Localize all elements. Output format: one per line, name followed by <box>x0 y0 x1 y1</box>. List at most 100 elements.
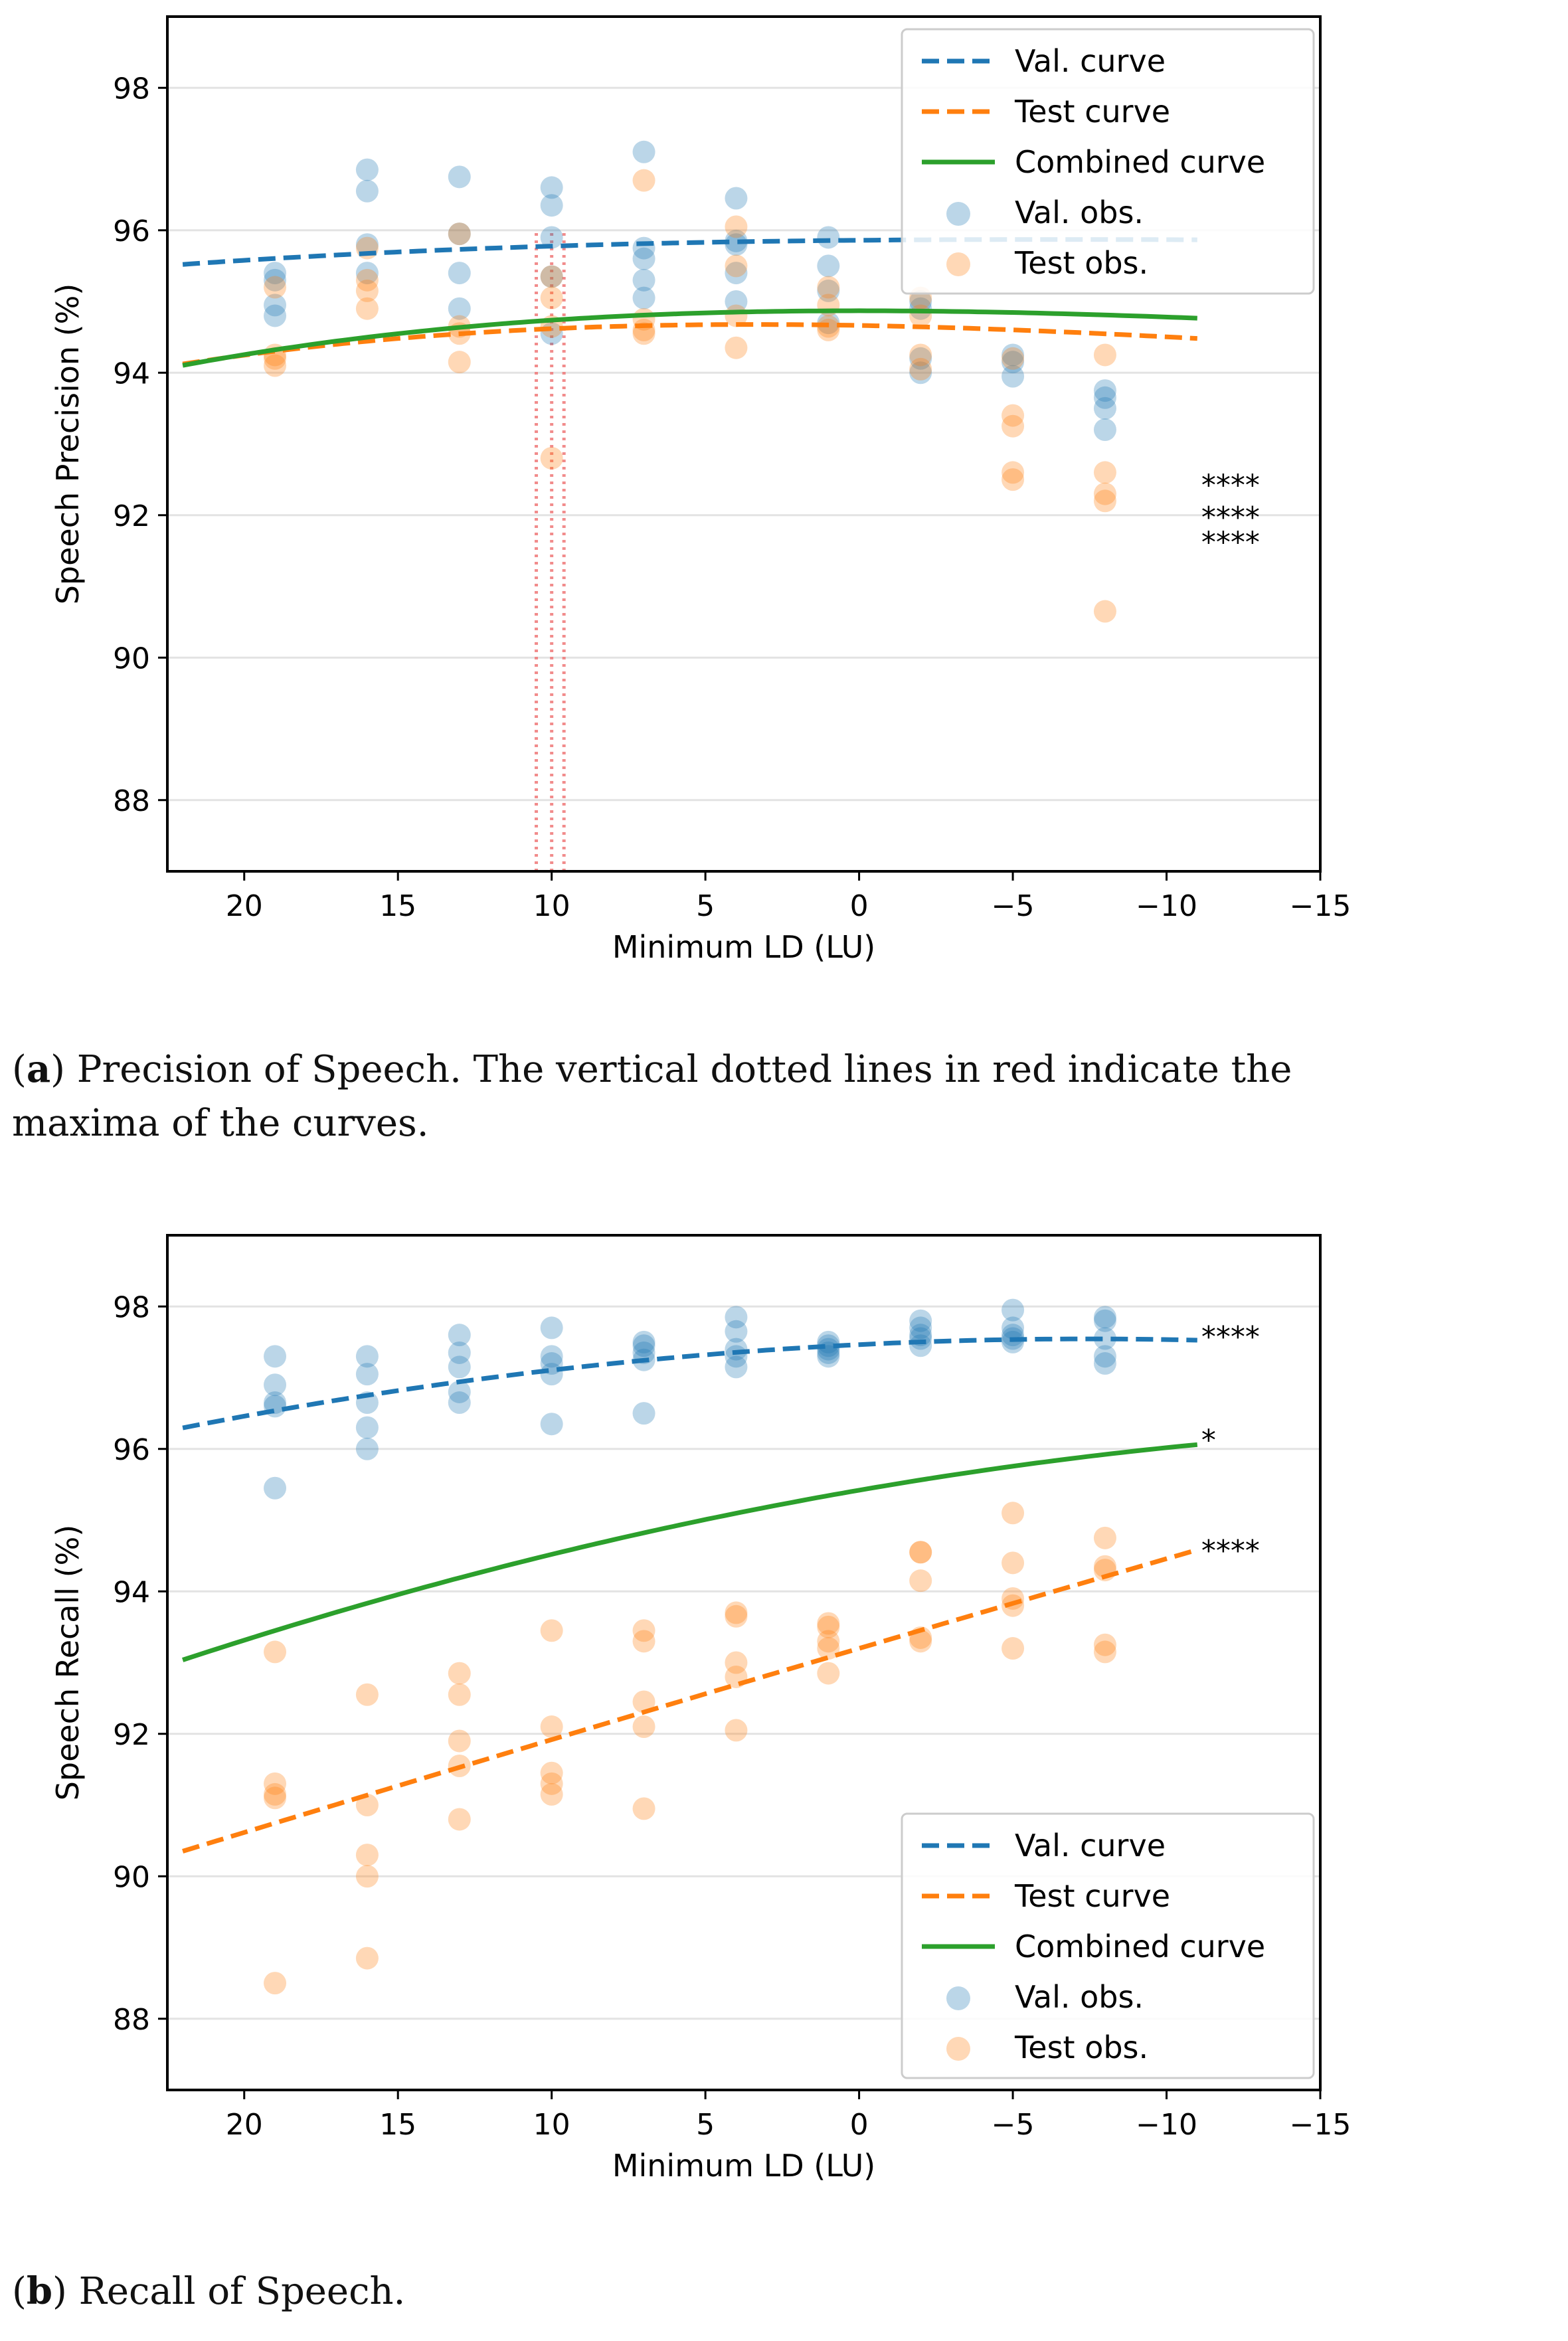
legend-label: Combined curve <box>1015 1929 1265 1964</box>
test-obs-point <box>1093 1640 1116 1664</box>
val-obs-point <box>355 262 379 285</box>
test-obs-point <box>355 1844 379 1867</box>
caption-b-text: ) Recall of Speech. <box>52 2270 406 2313</box>
legend-box <box>901 28 1315 295</box>
val-obs-point <box>1002 1330 1025 1353</box>
test-obs-point <box>355 1947 379 1970</box>
val-obs-point <box>909 347 932 370</box>
x-tick-label: 0 <box>850 2108 869 2142</box>
test-obs-point <box>1093 461 1116 484</box>
test-obs-point <box>540 1619 563 1642</box>
val-obs-point <box>909 361 932 385</box>
significance-label: **** <box>1201 525 1260 559</box>
val-obs-point <box>1093 1327 1116 1350</box>
val-obs-point <box>540 1345 563 1368</box>
test-obs-point <box>725 336 748 359</box>
y-tick-label: 88 <box>113 2003 150 2037</box>
caption-a-text-2: maxima of the curves. <box>12 1102 429 1146</box>
val-obs-point <box>264 304 287 327</box>
val-obs-point <box>355 1363 379 1386</box>
val-obs-point <box>1002 343 1025 367</box>
x-tick-label: 10 <box>533 889 570 923</box>
test-obs-point <box>632 1630 655 1653</box>
test-obs-point <box>355 1794 379 1816</box>
x-axis-label: Minimum LD (LU) <box>612 2148 875 2184</box>
test-obs-point <box>909 357 932 381</box>
test-obs-point <box>540 1782 563 1806</box>
legend-label: Val. curve <box>1015 1828 1166 1864</box>
caption-a: (a) Precision of Speech. The vertical do… <box>12 1047 1292 1146</box>
val-obs-point <box>632 1334 655 1357</box>
y-tick-label: 94 <box>113 1575 150 1609</box>
chart-b: *********20 15 10 5 0 −5 −10 −15889092949698Min… <box>50 1234 1351 2184</box>
test-obs-point <box>1093 482 1116 505</box>
test-obs-point <box>1002 468 1025 491</box>
val-obs-point <box>1002 351 1025 374</box>
test-obs-point <box>817 1662 840 1685</box>
significance-label: **** <box>1201 1320 1260 1354</box>
test-obs-point <box>264 1782 287 1806</box>
test-obs-point <box>909 304 932 327</box>
test-obs-point <box>264 1640 287 1664</box>
test-obs-point <box>909 1541 932 1564</box>
val-obs-point <box>909 1334 932 1357</box>
test-obs-point <box>632 169 655 192</box>
legend-box <box>901 1812 1315 2079</box>
test-obs-point <box>355 297 379 320</box>
val-obs-point <box>1002 365 1025 388</box>
axes-frame <box>166 1234 1322 2091</box>
x-tick-label: −5 <box>992 2108 1035 2142</box>
y-tick-label: 90 <box>113 642 150 675</box>
val-obs-point <box>725 1338 748 1361</box>
val-obs-point <box>909 290 932 313</box>
legend-label: Test obs. <box>1014 2030 1148 2065</box>
axes-frame <box>166 15 1322 873</box>
test-obs-point <box>1002 414 1025 438</box>
y-tick-label: 98 <box>113 72 150 106</box>
val-obs-point <box>1093 396 1116 420</box>
test-obs-point <box>909 1569 932 1593</box>
val-obs-point <box>1093 1309 1116 1332</box>
x-tick-label: −10 <box>1136 2108 1197 2142</box>
test-obs-point <box>1093 489 1116 513</box>
val-obs-point <box>725 1320 748 1343</box>
caption-b: (b) Recall of Speech. <box>12 2269 406 2313</box>
test-obs-point <box>1093 343 1116 367</box>
val-obs-point <box>448 165 471 189</box>
legend-label: Val. obs. <box>1015 1979 1144 2015</box>
y-tick-label: 92 <box>113 499 150 533</box>
val-obs-point <box>448 222 471 246</box>
val-obs-point <box>264 294 287 317</box>
val-obs-point <box>725 262 748 285</box>
val-obs-point <box>725 187 748 210</box>
val-curve <box>182 1336 1197 1431</box>
test-obs-point <box>909 1541 932 1564</box>
y-tick-label: 88 <box>113 784 150 818</box>
legend-label: Test curve <box>1014 1878 1170 1914</box>
test-obs-point <box>632 1690 655 1713</box>
val-obs-point <box>632 286 655 309</box>
val-obs-point <box>1002 1298 1025 1322</box>
val-obs-point <box>1002 1316 1025 1340</box>
val-obs-point <box>448 1380 471 1403</box>
test-obs-point <box>264 1972 287 1995</box>
x-tick-label: −15 <box>1290 2108 1351 2142</box>
test-obs-point <box>1093 1555 1116 1578</box>
test-obs-point <box>632 1797 655 1820</box>
significance-label: **** <box>1201 501 1260 535</box>
test-obs-point <box>264 354 287 377</box>
test-obs-point <box>1002 1551 1025 1575</box>
val-obs-point <box>909 1316 932 1340</box>
val-obs-point <box>725 1306 748 1329</box>
test-obs-point <box>448 1808 471 1831</box>
y-tick-label: 90 <box>113 1860 150 1894</box>
val-obs-point <box>355 179 379 203</box>
test-obs-point <box>1002 1637 1025 1660</box>
val-obs-point <box>448 297 471 320</box>
combined-curve <box>182 308 1197 368</box>
val-obs-point <box>1093 418 1116 442</box>
val-obs-point <box>632 1402 655 1425</box>
val-obs-point <box>355 158 379 181</box>
val-obs-point <box>448 1355 471 1379</box>
test-obs-point <box>725 1604 748 1628</box>
